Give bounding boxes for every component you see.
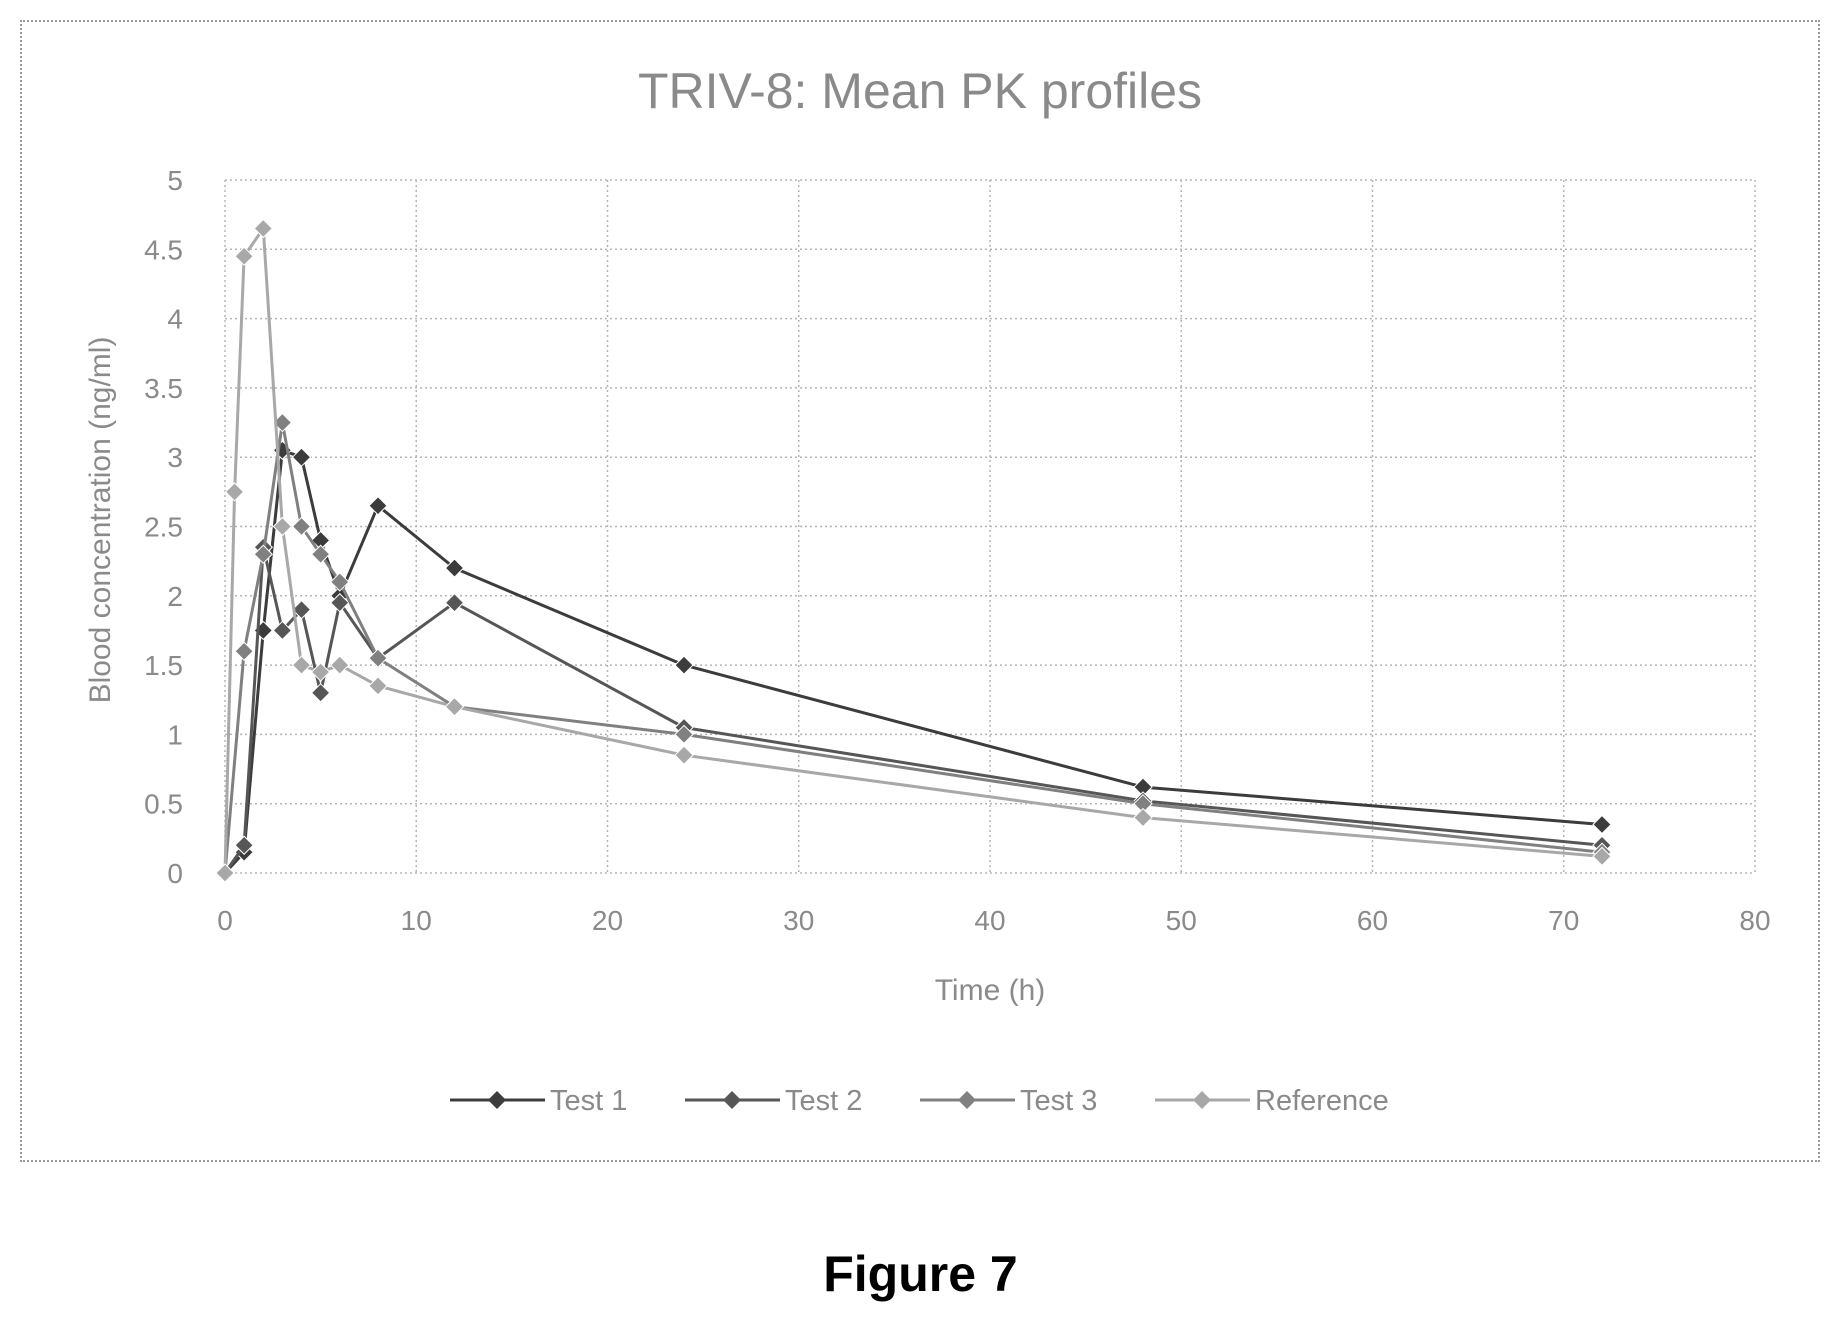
legend-swatch-marker bbox=[1193, 1091, 1211, 1109]
y-tick-label: 3 bbox=[167, 442, 183, 473]
y-axis-label: Blood concentration (ng/ml) bbox=[84, 337, 117, 704]
legend-label: Test 2 bbox=[785, 1085, 862, 1117]
x-tick-label: 80 bbox=[1739, 905, 1770, 936]
x-axis-ticks: 0 10 20 30 40 50 60 70 80 bbox=[217, 905, 1770, 936]
pk-profile-chart: TRIV-8: Mean PK profiles 0 10 20 30 40 50 60 70… bbox=[84, 63, 1771, 1117]
data-point bbox=[1592, 846, 1612, 867]
data-point bbox=[444, 558, 465, 578]
y-tick-label: 0 bbox=[167, 858, 183, 889]
legend: Test 1 Test 2 Test 3 Reference bbox=[450, 1085, 1389, 1117]
y-tick-label: 1 bbox=[167, 719, 183, 750]
y-tick-label: 2.5 bbox=[144, 512, 183, 543]
x-tick-label: 0 bbox=[217, 905, 233, 936]
data-point bbox=[291, 599, 312, 620]
data-point bbox=[272, 620, 293, 641]
data-point bbox=[444, 593, 465, 613]
data-point bbox=[234, 641, 254, 661]
legend-item: Test 1 bbox=[450, 1085, 627, 1117]
y-tick-label: 0.5 bbox=[144, 789, 183, 820]
legend-item: Test 3 bbox=[920, 1085, 1097, 1117]
data-point bbox=[253, 544, 273, 564]
series-line bbox=[223, 421, 1603, 874]
data-point bbox=[368, 676, 388, 696]
y-tick-label: 3.5 bbox=[144, 373, 183, 404]
data-point bbox=[291, 516, 312, 537]
y-tick-label: 1.5 bbox=[144, 650, 183, 681]
data-point bbox=[291, 447, 312, 467]
series-lines bbox=[215, 218, 1612, 883]
data-point bbox=[368, 648, 388, 668]
data-point bbox=[272, 516, 293, 537]
y-tick-label: 4 bbox=[167, 304, 183, 335]
x-tick-label: 70 bbox=[1548, 905, 1579, 936]
data-point bbox=[224, 482, 245, 502]
x-tick-label: 60 bbox=[1357, 905, 1388, 936]
data-point bbox=[310, 683, 331, 703]
grid bbox=[224, 179, 1756, 874]
data-point bbox=[215, 863, 235, 883]
y-tick-label: 5 bbox=[167, 165, 183, 196]
data-point bbox=[330, 593, 350, 613]
legend-label: Test 3 bbox=[1020, 1085, 1097, 1117]
data-point bbox=[310, 544, 331, 564]
chart-frame bbox=[20, 20, 1820, 1162]
x-tick-label: 30 bbox=[783, 905, 814, 936]
legend-item: Test 2 bbox=[685, 1085, 862, 1117]
legend-label: Test 1 bbox=[550, 1085, 627, 1117]
legend-label: Reference bbox=[1255, 1085, 1389, 1117]
data-point bbox=[234, 246, 254, 266]
series-line bbox=[223, 545, 1603, 874]
data-point bbox=[368, 496, 388, 516]
data-point bbox=[674, 724, 694, 745]
data-point bbox=[444, 696, 465, 717]
data-point bbox=[330, 572, 350, 592]
chart-title: TRIV-8: Mean PK profiles bbox=[638, 63, 1202, 119]
y-tick-label: 2 bbox=[167, 581, 183, 612]
series-line bbox=[223, 448, 1603, 875]
data-point bbox=[674, 655, 694, 675]
series-test-1 bbox=[215, 440, 1612, 883]
legend-swatch-marker bbox=[723, 1091, 741, 1109]
data-point bbox=[234, 835, 254, 855]
data-point bbox=[330, 655, 350, 675]
x-tick-label: 40 bbox=[974, 905, 1005, 936]
data-point bbox=[1133, 807, 1153, 828]
data-point bbox=[310, 662, 331, 682]
data-point bbox=[1592, 814, 1612, 835]
legend-swatch-marker bbox=[958, 1091, 976, 1109]
x-axis-label: Time (h) bbox=[935, 974, 1046, 1007]
data-point bbox=[253, 218, 273, 239]
series-reference bbox=[215, 218, 1612, 883]
legend-item: Reference bbox=[1155, 1085, 1389, 1117]
data-point bbox=[291, 655, 312, 675]
x-tick-label: 50 bbox=[1166, 905, 1197, 936]
y-axis-ticks: 0 0.5 1 1.5 2 2.5 3 3.5 4 4.5 5 bbox=[144, 165, 183, 889]
legend-swatch-marker bbox=[488, 1091, 506, 1109]
y-tick-label: 4.5 bbox=[144, 234, 183, 265]
x-tick-label: 20 bbox=[592, 905, 623, 936]
data-point bbox=[674, 745, 694, 765]
series-test-3 bbox=[215, 412, 1612, 883]
x-tick-label: 10 bbox=[401, 905, 432, 936]
figure-caption: Figure 7 bbox=[823, 1246, 1018, 1302]
